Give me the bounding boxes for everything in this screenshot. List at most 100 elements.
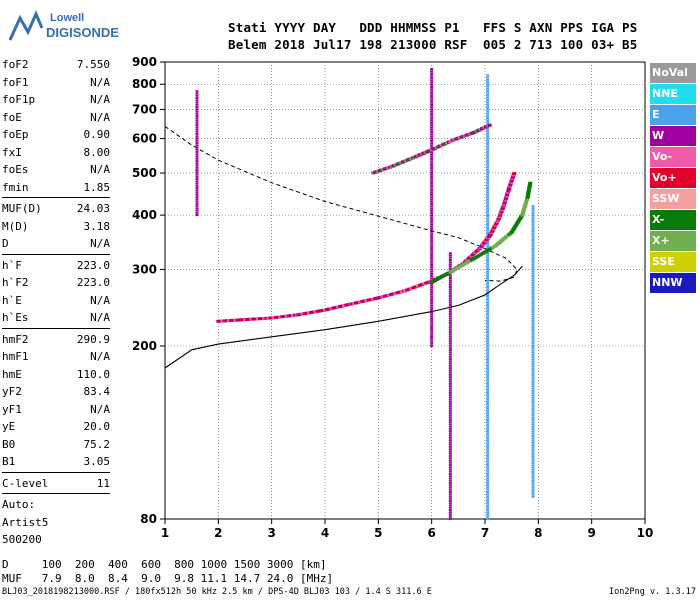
echo-point [430,153,434,156]
echo-point [448,463,452,466]
echo-point [430,313,434,316]
echo-point [486,166,490,169]
o-trace-point [368,298,373,302]
echo-point [486,391,490,394]
echo-point [430,344,434,347]
param-value: N/A [90,402,110,416]
legend-item: NoVal [650,63,696,83]
echo-point [486,225,490,228]
echo-point [448,472,452,475]
echo-point [486,74,490,77]
o-trace-point [344,303,349,307]
o-trace-point [271,316,276,320]
o-trace-point [409,286,414,290]
param-value: N/A [90,237,110,250]
echo-point [430,259,434,262]
param-row: D N/A [2,235,110,253]
echo-point [448,436,452,439]
echo-point [195,211,199,214]
echo-point [448,353,452,356]
echo-point [531,250,535,253]
echo-point [531,396,535,399]
echo-point [486,416,490,419]
echo-point [486,398,490,401]
echo-point [430,311,434,314]
param-label: MUF(D) [2,202,42,215]
echo-point [486,427,490,430]
param-value: 0.90 [83,128,111,141]
echo-point [531,261,535,264]
param-value: N/A [90,75,110,89]
echo-point [448,349,452,352]
echo-point [531,448,535,451]
o-trace-point [282,314,287,318]
echo-point [486,376,490,379]
echo-point [486,326,490,329]
echo-point [448,335,452,338]
echo-point [531,320,535,323]
echo-point [195,214,199,217]
echo-point [195,166,199,169]
echo-point [448,416,452,419]
echo-point [430,180,434,183]
echo-point [430,329,434,332]
echo-point [486,240,490,243]
echo-point [486,103,490,106]
o-trace-point [280,315,285,319]
echo-point [430,284,434,287]
echo-point [448,499,452,502]
echo-point [448,508,452,511]
software-version: Ion2Png v. 1.3.17 [609,587,696,597]
o-trace-point [382,294,387,298]
y-tick-label: 700 [132,102,157,116]
legend-item: W [650,126,696,146]
echo-point [531,306,535,309]
echo-point [531,229,535,232]
echo-point [486,403,490,406]
echo-point [486,128,490,131]
o-trace-point [376,296,381,300]
param-label: hmF2 [2,332,29,346]
logo-text-top: Lowell [50,12,85,24]
echo-point [448,477,452,480]
echo-point [486,247,490,250]
param-group-muf: MUF(D) 24.03 M(D) 3.18 D N/A [2,200,110,253]
echo-point [531,227,535,230]
echo-point [486,470,490,473]
echo-point [430,117,434,120]
o-trace-point [346,303,351,307]
o-trace-point [269,316,274,320]
o-trace-point [395,291,400,295]
echo-point [531,288,535,291]
legend-item: Vo+ [650,168,696,188]
echo-point [486,157,490,160]
echo-point [430,164,434,167]
echo-point [195,103,199,106]
echo-point [531,257,535,260]
y-tick-label: 900 [132,55,157,69]
param-label: foF1p [2,93,36,106]
echo-point [430,320,434,323]
echo-point [195,117,199,120]
echo-point [430,236,434,239]
echo-point [486,162,490,165]
echo-point [430,198,434,201]
echo-point [531,248,535,251]
param-label: fmin [2,180,29,194]
o-trace-point [420,283,425,287]
echo-point [430,189,434,192]
o-trace-point [424,281,429,285]
echo-point [195,155,199,158]
echo-point [531,340,535,343]
echo-point [430,103,434,106]
param-row: foF1p N/A [2,91,110,109]
echo-point [486,331,490,334]
echo-point [486,335,490,338]
echo-point [448,326,452,329]
echo-point [531,311,535,314]
echo-point [486,301,490,304]
o-trace-point [393,291,398,295]
echo-point [531,459,535,462]
param-label: hmF1 [2,350,29,363]
echo-point [486,511,490,514]
